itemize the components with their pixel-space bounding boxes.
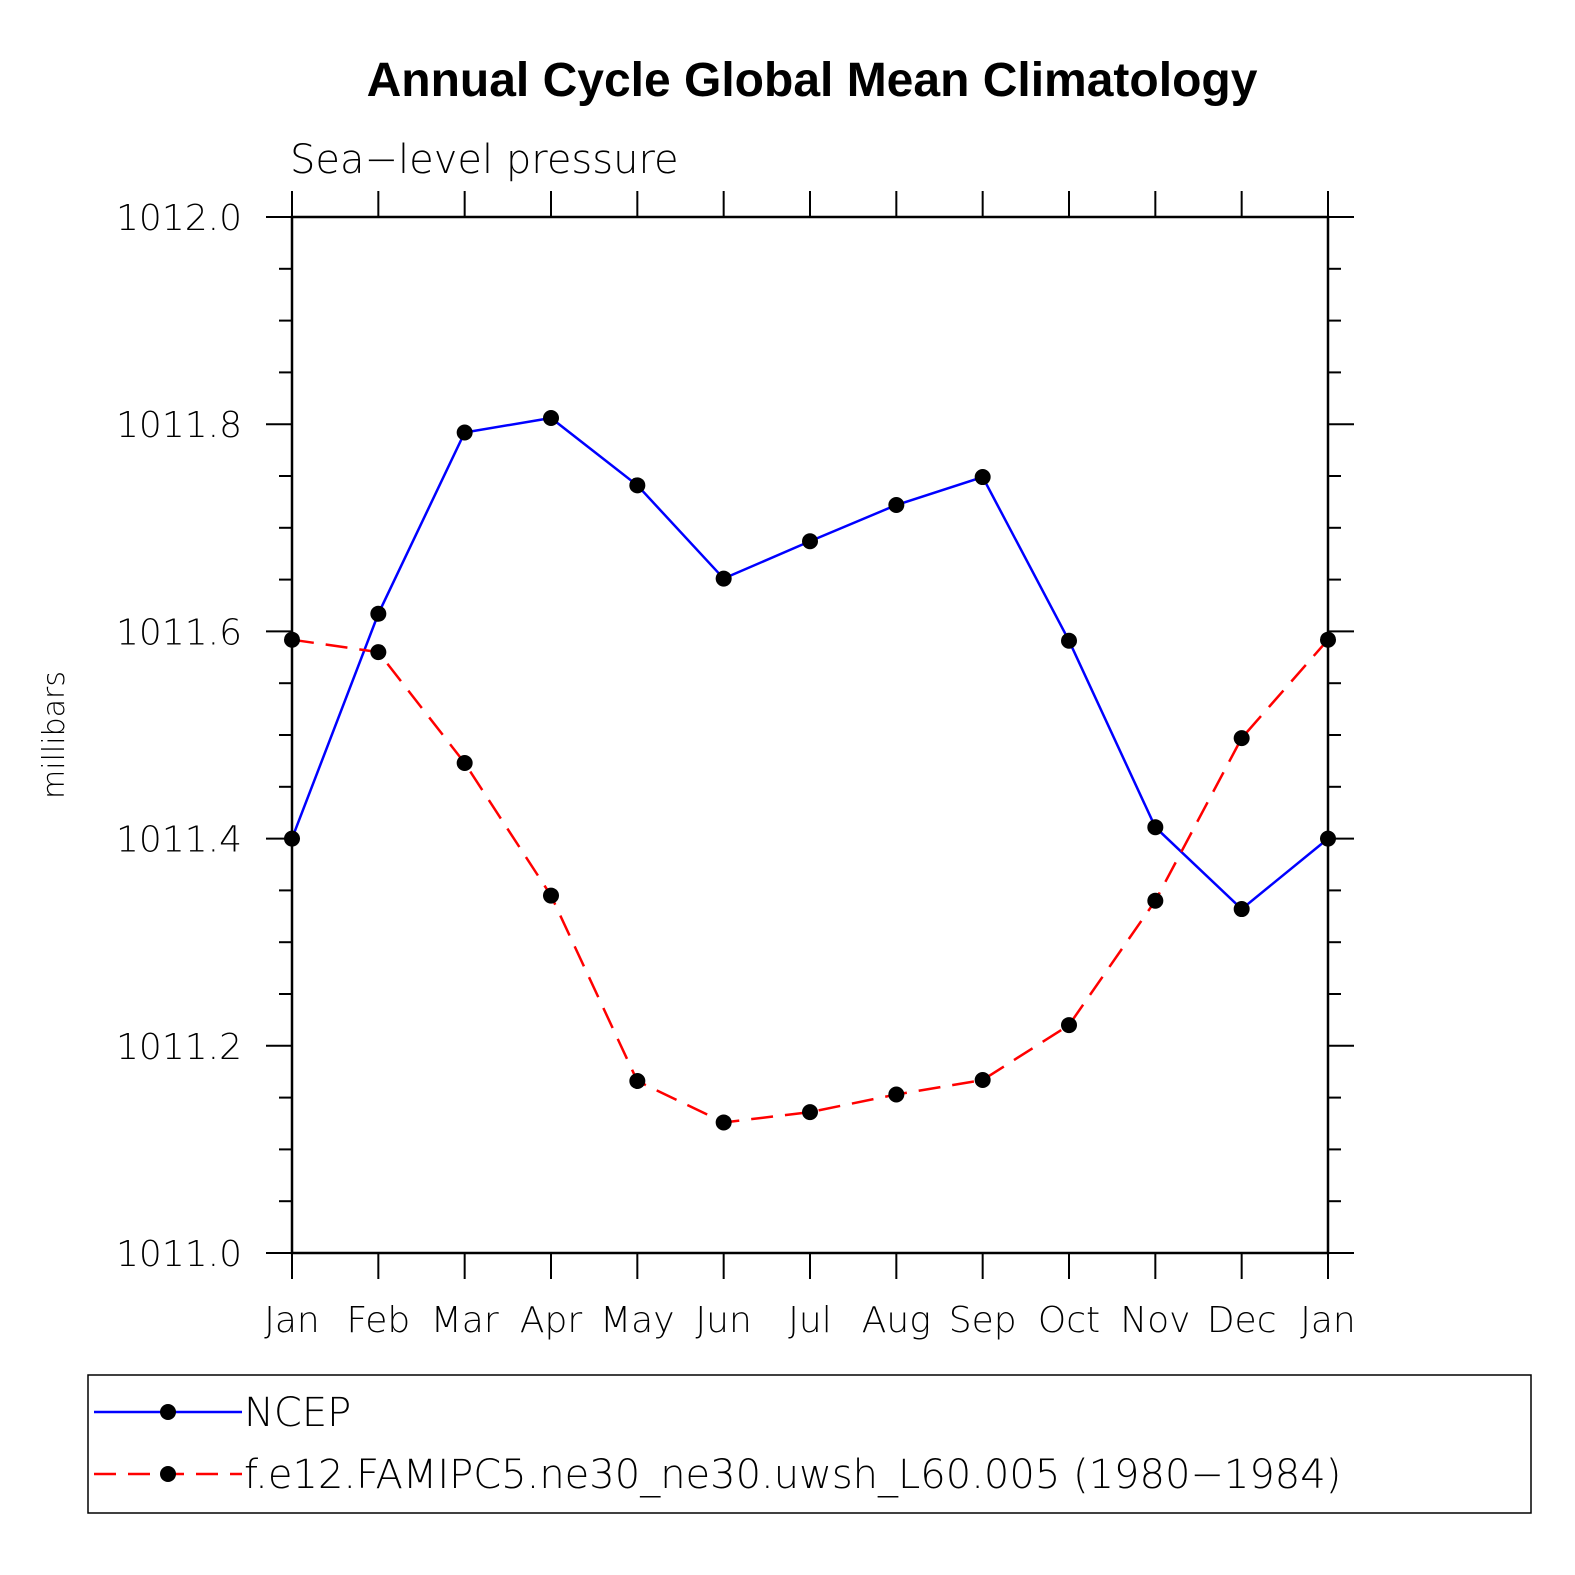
data-point-0: [1061, 632, 1077, 649]
data-point-1: [715, 1114, 732, 1131]
legend-marker-model: [160, 1466, 176, 1482]
data-point-1: [456, 754, 473, 771]
y-tick-label: 1011.4: [116, 820, 242, 861]
legend-marker-ncep: [160, 1404, 176, 1420]
x-tick-label: Sep: [949, 1300, 1017, 1341]
x-tick-label: Apr: [520, 1300, 582, 1341]
data-point-0: [629, 477, 646, 494]
chart-subtitle: Sea−level pressure: [290, 137, 679, 183]
plot-frame: [290, 215, 1330, 1255]
legend-label-model: f.e12.FAMIPC5.ne30_ne30.uwsh_L60.005 (19…: [244, 1452, 1341, 1498]
y-tick-label: 1011.6: [116, 612, 242, 653]
data-point-1: [888, 1086, 905, 1103]
x-tick-label: Jul: [788, 1300, 831, 1341]
x-tick-label: Dec: [1207, 1300, 1277, 1341]
x-tick-label: Aug: [862, 1300, 931, 1341]
legend-box: [87, 1374, 1532, 1514]
axes: 1011.0 1011.2 1011.4 1011.6 1011.8 1012.0 Jan F…: [116, 191, 1356, 1341]
chart-title: Annual Cycle Global Mean Climatology: [367, 54, 1258, 107]
x-tick-label: Nov: [1120, 1300, 1190, 1341]
data-point-1: [1061, 1017, 1077, 1034]
data-point-0: [888, 497, 905, 514]
data-point-1: [974, 1071, 991, 1088]
data-point-1: [370, 644, 387, 661]
data-point-1: [543, 887, 559, 904]
data-point-0: [370, 605, 387, 622]
y-tick-label: 1011.8: [116, 405, 242, 446]
x-tick-label: Jun: [696, 1300, 752, 1341]
data-point-0: [543, 409, 559, 426]
legend-label-ncep: NCEP: [244, 1390, 351, 1436]
x-tick-label: Feb: [346, 1300, 410, 1341]
x-tick-label: Oct: [1038, 1300, 1100, 1341]
data-point-1: [1320, 631, 1336, 648]
series-layer: [284, 409, 1336, 1131]
x-tick-label: May: [600, 1300, 674, 1341]
y-tick-label: 1011.0: [116, 1234, 242, 1275]
data-point-1: [802, 1104, 818, 1121]
x-tick-label: Jan: [264, 1300, 320, 1341]
data-point-0: [1147, 819, 1164, 836]
series-line-1: [291, 638, 1329, 1124]
data-point-0: [802, 533, 818, 550]
data-point-0: [1320, 830, 1336, 847]
y-axis-label: millibars: [37, 671, 72, 799]
data-point-1: [1147, 892, 1164, 909]
y-tick-label: 1011.2: [116, 1027, 242, 1068]
data-point-1: [284, 631, 300, 648]
data-point-0: [456, 424, 473, 441]
x-tick-label: Jan: [1300, 1300, 1356, 1341]
series-line-0: [290, 416, 1329, 911]
data-point-0: [715, 570, 732, 587]
data-point-0: [1233, 901, 1250, 918]
data-point-0: [284, 830, 300, 847]
data-point-0: [974, 469, 991, 486]
x-tick-label: Mar: [431, 1300, 499, 1341]
legend: NCEP f.e12.FAMIPC5.ne30_ne30.uwsh_L60.00…: [87, 1374, 1532, 1514]
y-tick-label: 1012.0: [116, 198, 242, 239]
data-point-1: [1233, 730, 1250, 747]
data-point-1: [629, 1073, 646, 1090]
